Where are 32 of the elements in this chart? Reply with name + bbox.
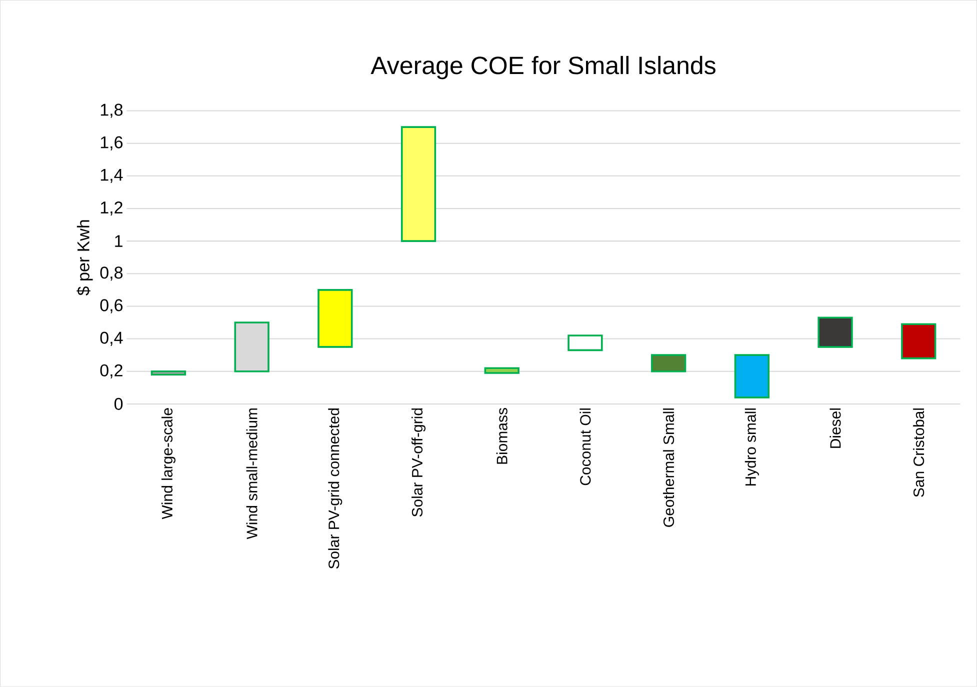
bar <box>734 354 770 398</box>
x-tick-label: Coconut Oil <box>580 408 591 486</box>
bar <box>650 354 686 372</box>
chart-title: Average COE for Small Islands <box>370 56 716 80</box>
x-tick-label: San Cristobal <box>913 408 924 497</box>
bar <box>818 316 853 348</box>
y-tick-label: 1 <box>115 235 122 248</box>
x-tick-label: Wind large-scale <box>161 408 176 520</box>
y-axis-title: $ per Kwh <box>76 220 93 296</box>
y-tick-label: 1,2 <box>100 202 122 216</box>
y-tick-label: 0 <box>114 398 123 410</box>
x-tick-label: Geothermal Small <box>663 408 674 527</box>
x-tick-label: Solar PV-off-grid <box>412 408 426 517</box>
bar <box>150 370 186 376</box>
x-tick-label: Solar PV-grid connected <box>328 408 342 569</box>
x-tick-label: Diesel <box>830 408 841 448</box>
bar <box>234 322 270 372</box>
y-tick-label: 1,4 <box>100 169 123 183</box>
bar <box>901 323 936 360</box>
y-tick-label: 1,6 <box>100 136 123 150</box>
y-tick-label: 0,4 <box>100 332 123 346</box>
bar <box>568 334 603 352</box>
y-tick-label: 0,2 <box>100 364 122 378</box>
y-tick-label: 0,8 <box>100 266 123 281</box>
x-tick-label: Hydro small <box>744 408 759 486</box>
x-tick-label: Biomass <box>496 408 508 464</box>
x-tick-label: Wind small-medium <box>246 408 258 540</box>
y-tick-label: 1,8 <box>100 104 123 118</box>
bar <box>484 367 520 374</box>
bar <box>400 126 436 242</box>
y-tick-label: 0,6 <box>100 299 123 314</box>
bar <box>318 289 353 348</box>
